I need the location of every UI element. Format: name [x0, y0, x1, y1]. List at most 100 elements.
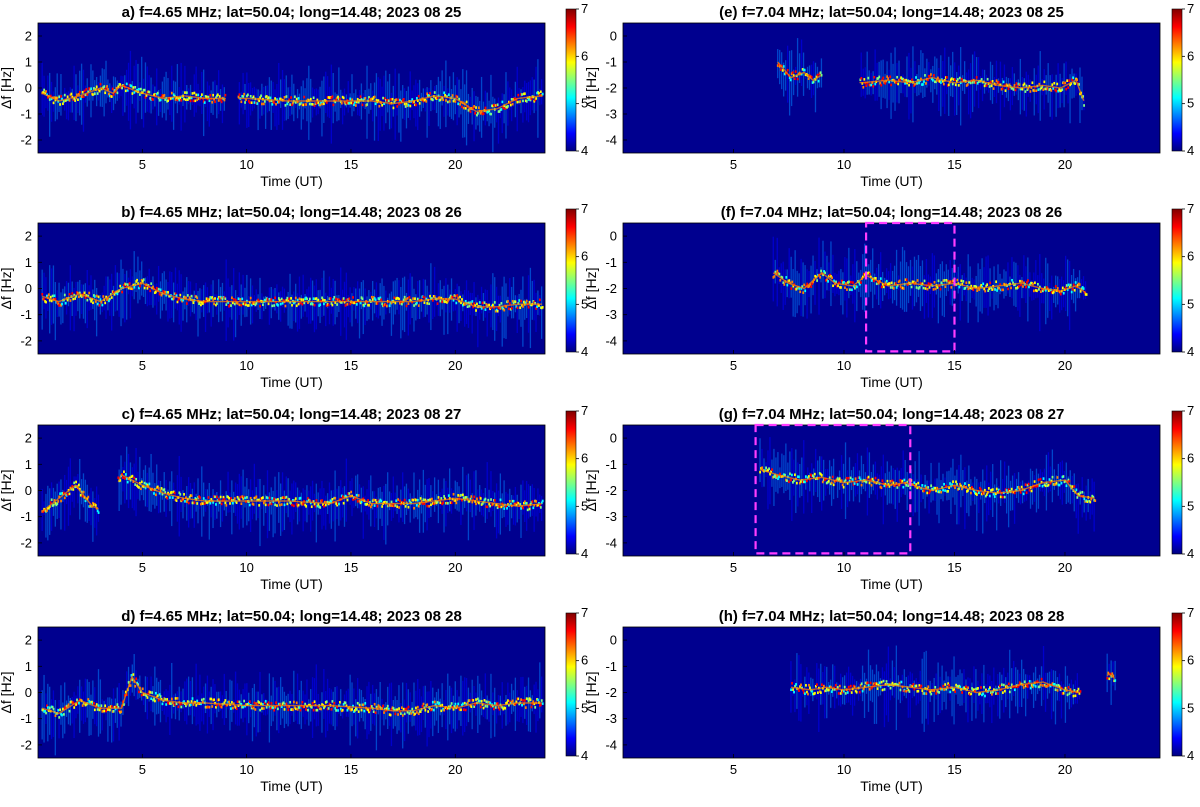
- signal-core: [410, 712, 413, 715]
- signal-core: [522, 699, 524, 702]
- signal-core: [998, 489, 1001, 493]
- signal-core: [865, 480, 868, 484]
- signal-core: [407, 705, 410, 709]
- signal-core: [154, 93, 156, 96]
- signal-core: [1001, 288, 1003, 292]
- signal-core: [209, 296, 212, 299]
- signal-core: [537, 503, 539, 507]
- signal-core: [205, 297, 208, 300]
- highlight-box: [754, 423, 912, 555]
- signal-core: [96, 302, 99, 306]
- signal-core: [811, 689, 813, 693]
- signal-core: [267, 96, 270, 99]
- signal-core: [1084, 500, 1087, 503]
- signal-core: [345, 704, 348, 708]
- signal-core: [1074, 281, 1077, 284]
- signal-core: [202, 697, 205, 701]
- signal-core: [116, 292, 119, 296]
- signal-core: [1049, 88, 1052, 91]
- signal-core: [357, 710, 360, 713]
- signal-core: [106, 298, 108, 301]
- signal-core: [805, 684, 807, 687]
- signal-core: [997, 488, 1000, 492]
- signal-core: [185, 91, 188, 94]
- colorbar: [565, 612, 577, 757]
- signal-core: [369, 98, 372, 101]
- signal-core: [461, 702, 464, 706]
- signal-core: [961, 487, 963, 491]
- signal-core: [777, 63, 780, 66]
- signal-core: [317, 298, 320, 302]
- signal-core: [323, 102, 325, 106]
- signal-core: [1014, 88, 1017, 92]
- signal-core: [859, 478, 862, 482]
- signal-core: [325, 304, 328, 307]
- signal-core: [394, 712, 397, 716]
- signal-core: [815, 75, 818, 79]
- signal-core: [68, 293, 71, 296]
- signal-core: [330, 96, 333, 100]
- signal-core: [76, 93, 78, 97]
- signal-core: [971, 287, 974, 290]
- colorbar-tick-label: 7: [581, 201, 588, 216]
- signal-core: [252, 302, 255, 305]
- signal-core: [523, 501, 525, 505]
- signal-core: [948, 486, 950, 489]
- signal-core: [856, 483, 859, 486]
- signal-core: [522, 305, 524, 308]
- signal-core: [956, 482, 958, 486]
- signal-core: [416, 498, 419, 502]
- signal-core: [790, 688, 792, 692]
- signal-core: [379, 296, 382, 300]
- signal-core: [457, 296, 460, 300]
- colorbar: [1171, 410, 1183, 555]
- signal-core: [789, 78, 792, 82]
- signal-core: [1027, 279, 1029, 282]
- signal-core: [1017, 285, 1019, 289]
- signal-core: [274, 503, 277, 507]
- signal-core: [402, 98, 405, 101]
- signal-core: [63, 496, 66, 500]
- panel-title: (g) f=7.04 MHz; lat=50.04; long=14.48; 2…: [719, 406, 1065, 423]
- signal-core: [958, 487, 960, 490]
- signal-core: [900, 286, 903, 290]
- signal-core: [58, 95, 61, 99]
- y-tick-label: -1: [20, 307, 32, 322]
- signal-core: [78, 90, 81, 94]
- signal-core: [873, 277, 876, 280]
- signal-core: [69, 299, 72, 302]
- signal-core: [348, 297, 351, 301]
- signal-core: [459, 103, 461, 106]
- signal-core: [384, 500, 386, 504]
- signal-core: [836, 477, 839, 480]
- y-tick-label: -3: [605, 509, 617, 524]
- x-tick-label: 5: [139, 560, 146, 575]
- signal-core: [169, 496, 171, 499]
- signal-core: [964, 482, 966, 485]
- signal-core: [63, 93, 66, 97]
- signal-core: [164, 98, 167, 101]
- signal-core: [340, 494, 343, 498]
- signal-core: [927, 78, 929, 82]
- signal-core: [157, 287, 160, 291]
- signal-core: [492, 103, 495, 107]
- signal-core: [277, 501, 280, 504]
- signal-core: [175, 702, 178, 706]
- y-tick-label: -2: [20, 333, 32, 348]
- signal-core: [1020, 485, 1023, 489]
- signal-core: [297, 97, 300, 100]
- signal-core: [849, 288, 851, 291]
- signal-core: [49, 501, 52, 504]
- signal-core: [428, 504, 430, 508]
- signal-core: [337, 298, 339, 301]
- signal-core: [963, 485, 965, 488]
- signal-core: [1052, 483, 1055, 486]
- signal-core: [385, 304, 388, 308]
- signal-core: [465, 100, 468, 104]
- signal-core: [495, 702, 498, 706]
- signal-core: [108, 708, 111, 712]
- spectrogram-signal: [772, 236, 1088, 332]
- signal-core: [794, 287, 797, 291]
- signal-core: [1006, 284, 1008, 287]
- signal-core: [246, 93, 249, 97]
